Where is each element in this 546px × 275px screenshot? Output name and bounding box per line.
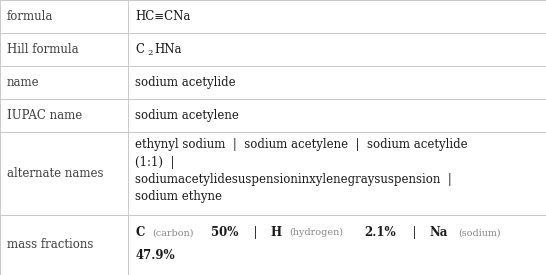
Text: ethynyl sodium  |  sodium acetylene  |  sodium acetylide: ethynyl sodium | sodium acetylene | sodi… [135, 138, 468, 152]
Text: C: C [135, 43, 144, 56]
Text: name: name [7, 76, 40, 89]
Text: |: | [246, 226, 265, 239]
Text: mass fractions: mass fractions [7, 238, 93, 251]
Text: formula: formula [7, 10, 54, 23]
Text: Na: Na [429, 226, 448, 239]
Text: HC≡CNa: HC≡CNa [135, 10, 191, 23]
Text: H: H [270, 226, 282, 239]
Text: sodium acetylene: sodium acetylene [135, 109, 239, 122]
Text: 47.9%: 47.9% [135, 249, 175, 262]
Text: (carbon): (carbon) [152, 228, 194, 237]
Text: 2.1%: 2.1% [364, 226, 396, 239]
Text: sodiumacetylidesuspensioninxylenegraysuspension  |: sodiumacetylidesuspensioninxylenegraysus… [135, 173, 452, 186]
Text: sodium acetylide: sodium acetylide [135, 76, 236, 89]
Text: 50%: 50% [211, 226, 238, 239]
Text: (sodium): (sodium) [458, 228, 501, 237]
Text: (1:1)  |: (1:1) | [135, 156, 175, 169]
Text: HNa: HNa [154, 43, 181, 56]
Text: C: C [135, 226, 145, 239]
Text: Hill formula: Hill formula [7, 43, 79, 56]
Text: |: | [405, 226, 424, 239]
Text: (hydrogen): (hydrogen) [289, 228, 343, 237]
Text: IUPAC name: IUPAC name [7, 109, 82, 122]
Text: alternate names: alternate names [7, 167, 104, 180]
Text: sodium ethyne: sodium ethyne [135, 190, 222, 203]
Text: 2: 2 [147, 50, 152, 57]
